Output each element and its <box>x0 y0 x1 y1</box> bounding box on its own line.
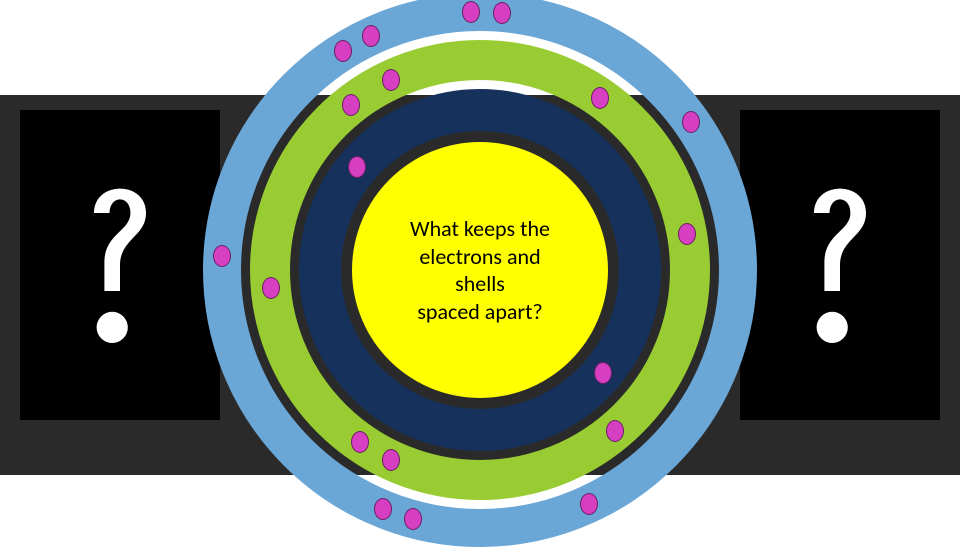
electron <box>493 2 511 24</box>
question-mark-icon <box>775 140 905 390</box>
question-mark-right <box>740 110 940 420</box>
electron <box>594 362 612 384</box>
nucleus: What keeps theelectrons andshellsspaced … <box>352 142 608 398</box>
electron <box>348 156 366 178</box>
electron <box>362 25 380 47</box>
electron <box>591 87 609 109</box>
electron <box>342 94 360 116</box>
electron <box>382 69 400 91</box>
electron <box>404 508 422 530</box>
electron <box>213 245 231 267</box>
electron <box>262 277 280 299</box>
electron <box>580 493 598 515</box>
electron <box>374 498 392 520</box>
nucleus-question-text: What keeps theelectrons andshellsspaced … <box>410 215 550 325</box>
question-mark-left <box>20 110 220 420</box>
electron <box>382 449 400 471</box>
question-mark-icon <box>55 140 185 390</box>
electron <box>351 431 369 453</box>
electron <box>678 223 696 245</box>
electron <box>334 40 352 62</box>
electron <box>462 1 480 23</box>
electron <box>682 111 700 133</box>
electron <box>606 420 624 442</box>
